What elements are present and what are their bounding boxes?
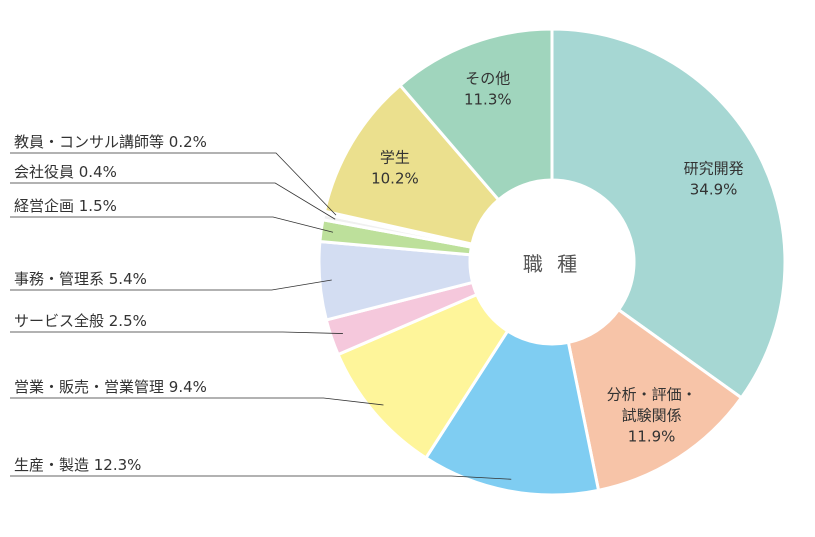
outside-label-3: 営業・販売・営業管理 9.4% bbox=[14, 378, 207, 396]
leader-line-5 bbox=[10, 279, 332, 291]
center-label: 職 種 bbox=[523, 252, 581, 276]
slice-1 bbox=[566, 307, 744, 493]
leader-line-4 bbox=[10, 331, 343, 334]
slice-2 bbox=[423, 328, 601, 497]
leader-lines bbox=[10, 152, 512, 480]
outside-label-2: 生産・製造 12.3% bbox=[14, 456, 141, 474]
slice-label-10-line-0: その他 bbox=[465, 69, 510, 87]
leader-line-6 bbox=[10, 216, 334, 233]
slice-label-9-line-0: 学生 bbox=[380, 148, 410, 166]
slice-10 bbox=[398, 27, 554, 202]
leader-line-7 bbox=[10, 182, 336, 220]
slice-label-1-line-1: 試験関係 bbox=[622, 407, 682, 425]
slice-9 bbox=[322, 83, 501, 246]
outside-label-7: 会社役員 0.4% bbox=[14, 163, 117, 181]
slice-label-10-line-1: 11.3% bbox=[464, 90, 512, 108]
slice-label-0-line-0: 研究開発 bbox=[684, 160, 744, 178]
slice-label-1-line-0: 分析・評価・ bbox=[607, 386, 697, 404]
outside-labels: 生産・製造 12.3% 営業・販売・営業管理 9.4% サービス全般 2.5% 事務・… bbox=[14, 133, 207, 474]
outside-label-4: サービス全般 2.5% bbox=[14, 312, 147, 330]
inside-labels: 研究開発 34.9% 分析・評価・試験関係 11.9% 学生 10.2% その他 11.3% bbox=[371, 69, 744, 445]
donut-slices bbox=[317, 27, 787, 497]
leader-line-3 bbox=[10, 397, 384, 406]
leader-line-2 bbox=[10, 475, 512, 480]
outside-label-8: 教員・コンサル講師等 0.2% bbox=[14, 133, 207, 151]
slice-label-1-line-2: 11.9% bbox=[628, 428, 676, 446]
leader-line-8 bbox=[10, 152, 337, 216]
outside-label-6: 経営企画 1.5% bbox=[14, 197, 117, 215]
slice-label-9-line-1: 10.2% bbox=[371, 169, 419, 187]
outside-label-5: 事務・管理系 5.4% bbox=[14, 270, 147, 288]
slice-0 bbox=[550, 27, 787, 400]
slice-label-0-line-1: 34.9% bbox=[690, 181, 738, 199]
